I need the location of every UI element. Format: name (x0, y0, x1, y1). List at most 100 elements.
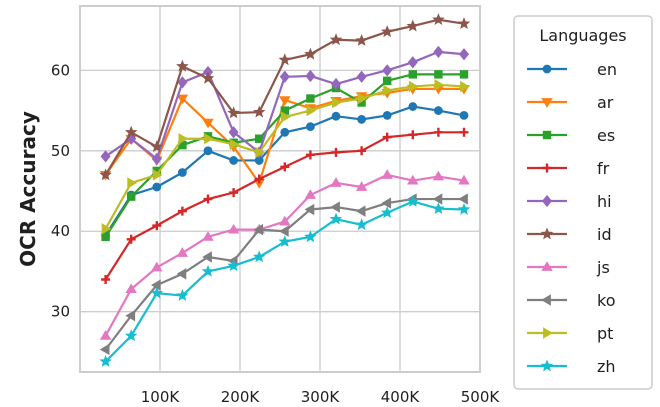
data-point-ar (176, 94, 189, 105)
data-point-fr (305, 150, 315, 160)
data-point-es (127, 192, 136, 201)
data-point-fr (280, 162, 290, 172)
data-point-zh (329, 212, 343, 225)
data-point-id (176, 59, 189, 72)
data-point-en (357, 115, 367, 124)
data-point-pt (255, 146, 265, 159)
data-point-zh (227, 259, 240, 272)
series-lines (99, 13, 471, 367)
data-point-id (252, 105, 266, 118)
data-point-zh (457, 202, 471, 215)
x-tick-label: 300K (301, 388, 341, 406)
data-point-ko (458, 193, 468, 205)
data-point-fr (331, 147, 341, 157)
legend-marker-js (541, 261, 553, 271)
data-point-zh (355, 218, 368, 231)
data-point-js (330, 177, 342, 187)
data-point-id (329, 33, 343, 46)
data-point-hi (407, 56, 418, 69)
data-point-id (278, 53, 292, 66)
data-point-fr (126, 234, 136, 244)
data-point-zh (124, 329, 138, 342)
data-point-js (355, 181, 368, 191)
legend-marker-hi (541, 194, 553, 208)
data-point-en (152, 182, 162, 192)
series-pt (101, 79, 470, 235)
series-id (99, 13, 471, 181)
legend-item-zh: zh (527, 357, 616, 376)
legend-item-fr: fr (527, 159, 610, 178)
data-point-en (331, 111, 341, 121)
data-point-js (407, 174, 419, 185)
data-point-id (150, 140, 164, 153)
data-point-fr (382, 132, 392, 142)
x-tick-label: 100K (141, 388, 181, 406)
legend-item-ar: ar (527, 93, 614, 112)
y-tick-label: 30 (51, 303, 70, 321)
data-point-js (151, 261, 163, 272)
data-point-en (408, 102, 418, 111)
legend-marker-es (542, 130, 552, 140)
legend-label: hi (597, 192, 612, 211)
data-point-es (382, 76, 392, 86)
legend-label: es (597, 126, 615, 145)
data-point-zh (150, 286, 164, 299)
data-point-fr (177, 206, 187, 216)
data-point-ko (202, 251, 212, 263)
data-point-zh (432, 202, 445, 215)
data-point-ko (432, 193, 443, 205)
data-point-fr (408, 130, 418, 140)
legend-label: en (597, 60, 617, 79)
data-point-en (229, 156, 239, 165)
legend-item-en: en (527, 60, 617, 79)
data-point-id (355, 34, 368, 46)
data-point-ar (279, 96, 291, 106)
data-point-pt (280, 111, 291, 123)
data-point-zh (99, 354, 112, 367)
x-tick-label: 200K (221, 388, 261, 406)
data-point-pt (229, 138, 240, 151)
data-point-js (99, 330, 112, 340)
data-point-pt (127, 177, 137, 189)
data-point-hi (151, 152, 162, 165)
data-point-id (227, 106, 240, 119)
data-point-id (457, 17, 471, 30)
legend-label: js (596, 258, 610, 277)
legend-label: pt (597, 324, 613, 343)
data-point-pt (332, 96, 342, 109)
data-point-hi (382, 64, 393, 77)
data-point-fr (459, 127, 469, 137)
data-point-pt (101, 223, 112, 235)
data-point-fr (203, 194, 213, 204)
plot-area-frame (79, 5, 481, 373)
data-point-hi (100, 150, 111, 163)
data-point-pt (357, 92, 368, 105)
legend-title: Languages (539, 26, 626, 45)
data-point-fr (152, 221, 162, 231)
legend-label: id (597, 225, 612, 244)
data-point-en (203, 146, 213, 156)
legend-item-js: js (527, 258, 610, 277)
legend-label: fr (597, 159, 610, 178)
data-point-fr (254, 174, 264, 184)
data-point-hi (330, 77, 342, 91)
data-point-ko (330, 201, 340, 213)
legend-marker-en (542, 64, 552, 74)
y-tick-label: 60 (51, 61, 70, 79)
legend-item-ko: ko (527, 291, 615, 310)
data-point-pt (383, 84, 393, 97)
data-point-id (124, 125, 138, 138)
data-point-pt (306, 104, 317, 117)
data-point-hi (305, 69, 316, 83)
data-point-zh (406, 194, 420, 207)
data-point-id (406, 19, 420, 32)
data-point-fr (229, 188, 239, 198)
legend-item-id: id (527, 225, 612, 244)
series-ko (99, 193, 468, 356)
data-point-hi (228, 126, 239, 139)
legend-item-es: es (527, 126, 615, 145)
data-point-hi (356, 70, 367, 83)
data-point-ko (253, 223, 264, 236)
data-point-fr (101, 274, 111, 284)
y-tick-label: 50 (51, 142, 70, 160)
